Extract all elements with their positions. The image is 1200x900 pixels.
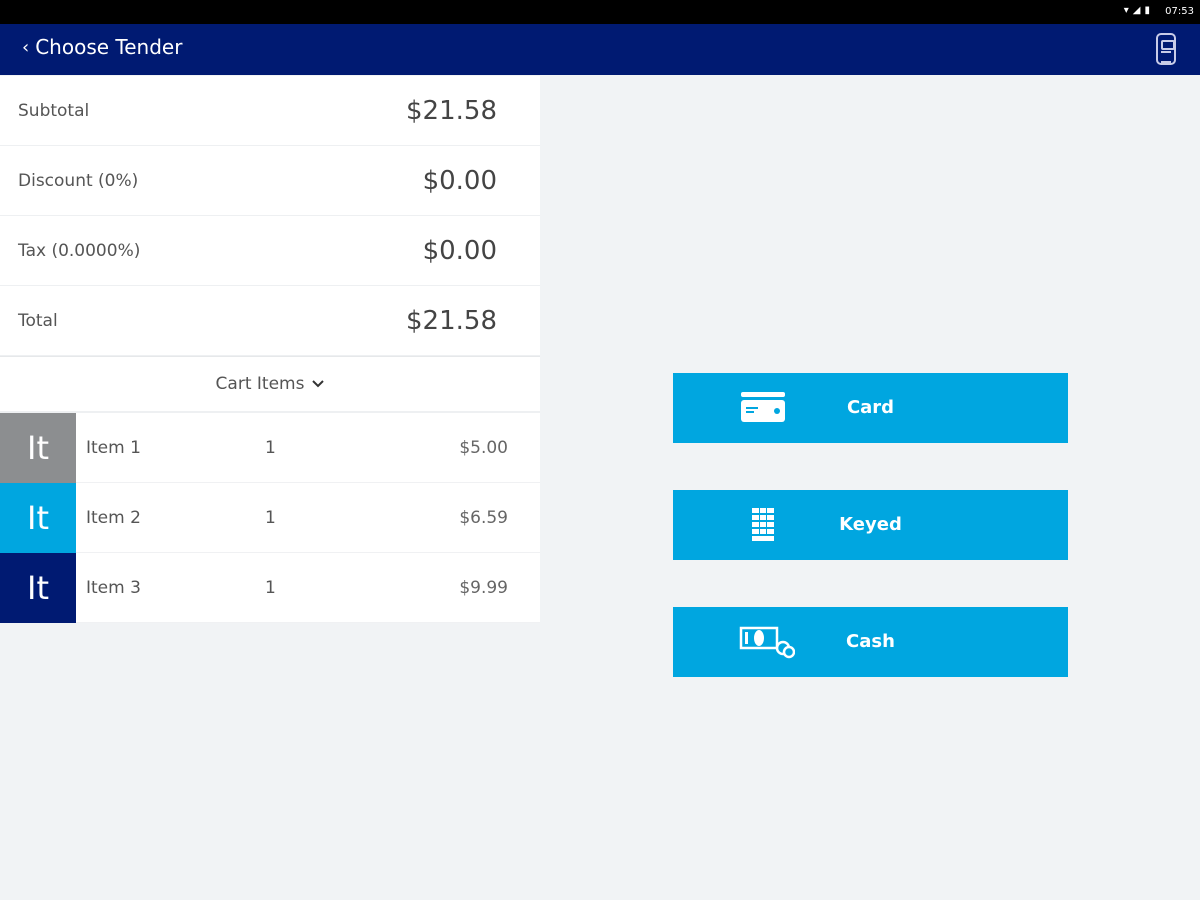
- summary-value: $21.58: [406, 305, 497, 336]
- item-name: Item 1: [86, 437, 141, 458]
- summary-label: Subtotal: [18, 100, 90, 121]
- summary-value: $21.58: [406, 95, 497, 126]
- credit-card-icon: [741, 392, 785, 422]
- tender-label: Keyed: [839, 514, 902, 535]
- cart-item-row[interactable]: It Item 3 1 $9.99: [0, 552, 540, 623]
- cart-item-row[interactable]: It Item 2 1 $6.59: [0, 482, 540, 553]
- item-thumbnail: It: [0, 552, 76, 623]
- cash-tender-button[interactable]: Cash: [673, 607, 1068, 677]
- summary-value: $0.00: [422, 235, 497, 266]
- item-price: $9.99: [459, 577, 508, 598]
- summary-label: Discount (0%): [18, 170, 139, 191]
- order-summary-panel: Subtotal $21.58 Discount (0%) $0.00 Tax (0…: [0, 76, 540, 623]
- summary-label: Total: [18, 310, 58, 331]
- back-button[interactable]: ‹ Choose Tender: [22, 35, 182, 59]
- page-title: Choose Tender: [35, 35, 183, 59]
- item-qty: 1: [265, 507, 276, 528]
- tender-label: Card: [846, 397, 895, 418]
- summary-value: $0.00: [422, 165, 497, 196]
- status-bar: ▾◢▮ 07:53: [0, 0, 1200, 24]
- item-price: $6.59: [459, 507, 508, 528]
- item-name: Item 2: [86, 507, 141, 528]
- cart-item-row[interactable]: It Item 1 1 $5.00: [0, 412, 540, 483]
- wifi-signal-battery-icon: ▾◢▮: [1123, 5, 1154, 16]
- keyed-tender-button[interactable]: Keyed: [673, 490, 1068, 560]
- item-name: Item 3: [86, 577, 141, 598]
- payment-terminal-icon[interactable]: [1156, 33, 1176, 65]
- item-qty: 1: [265, 577, 276, 598]
- summary-label: Tax (0.0000%): [18, 240, 141, 261]
- tender-label: Cash: [846, 631, 895, 652]
- cash-icon: [739, 626, 795, 659]
- item-qty: 1: [265, 437, 276, 458]
- status-time: 07:53: [1165, 6, 1194, 17]
- summary-row-subtotal: Subtotal $21.58: [0, 76, 540, 146]
- summary-row-discount: Discount (0%) $0.00: [0, 146, 540, 216]
- summary-row-tax: Tax (0.0000%) $0.00: [0, 216, 540, 286]
- chevron-left-icon: ‹: [22, 36, 30, 58]
- summary-row-total: Total $21.58: [0, 286, 540, 356]
- card-tender-button[interactable]: Card: [673, 373, 1068, 443]
- item-thumbnail: It: [0, 412, 76, 483]
- app-header: ‹ Choose Tender: [0, 24, 1200, 75]
- chevron-down-icon: [312, 380, 325, 388]
- item-thumbnail: It: [0, 482, 76, 553]
- item-price: $5.00: [459, 437, 508, 458]
- keypad-icon: [752, 508, 774, 541]
- cart-items-toggle[interactable]: Cart Items: [0, 356, 540, 413]
- cart-items-label: Cart Items: [215, 374, 305, 394]
